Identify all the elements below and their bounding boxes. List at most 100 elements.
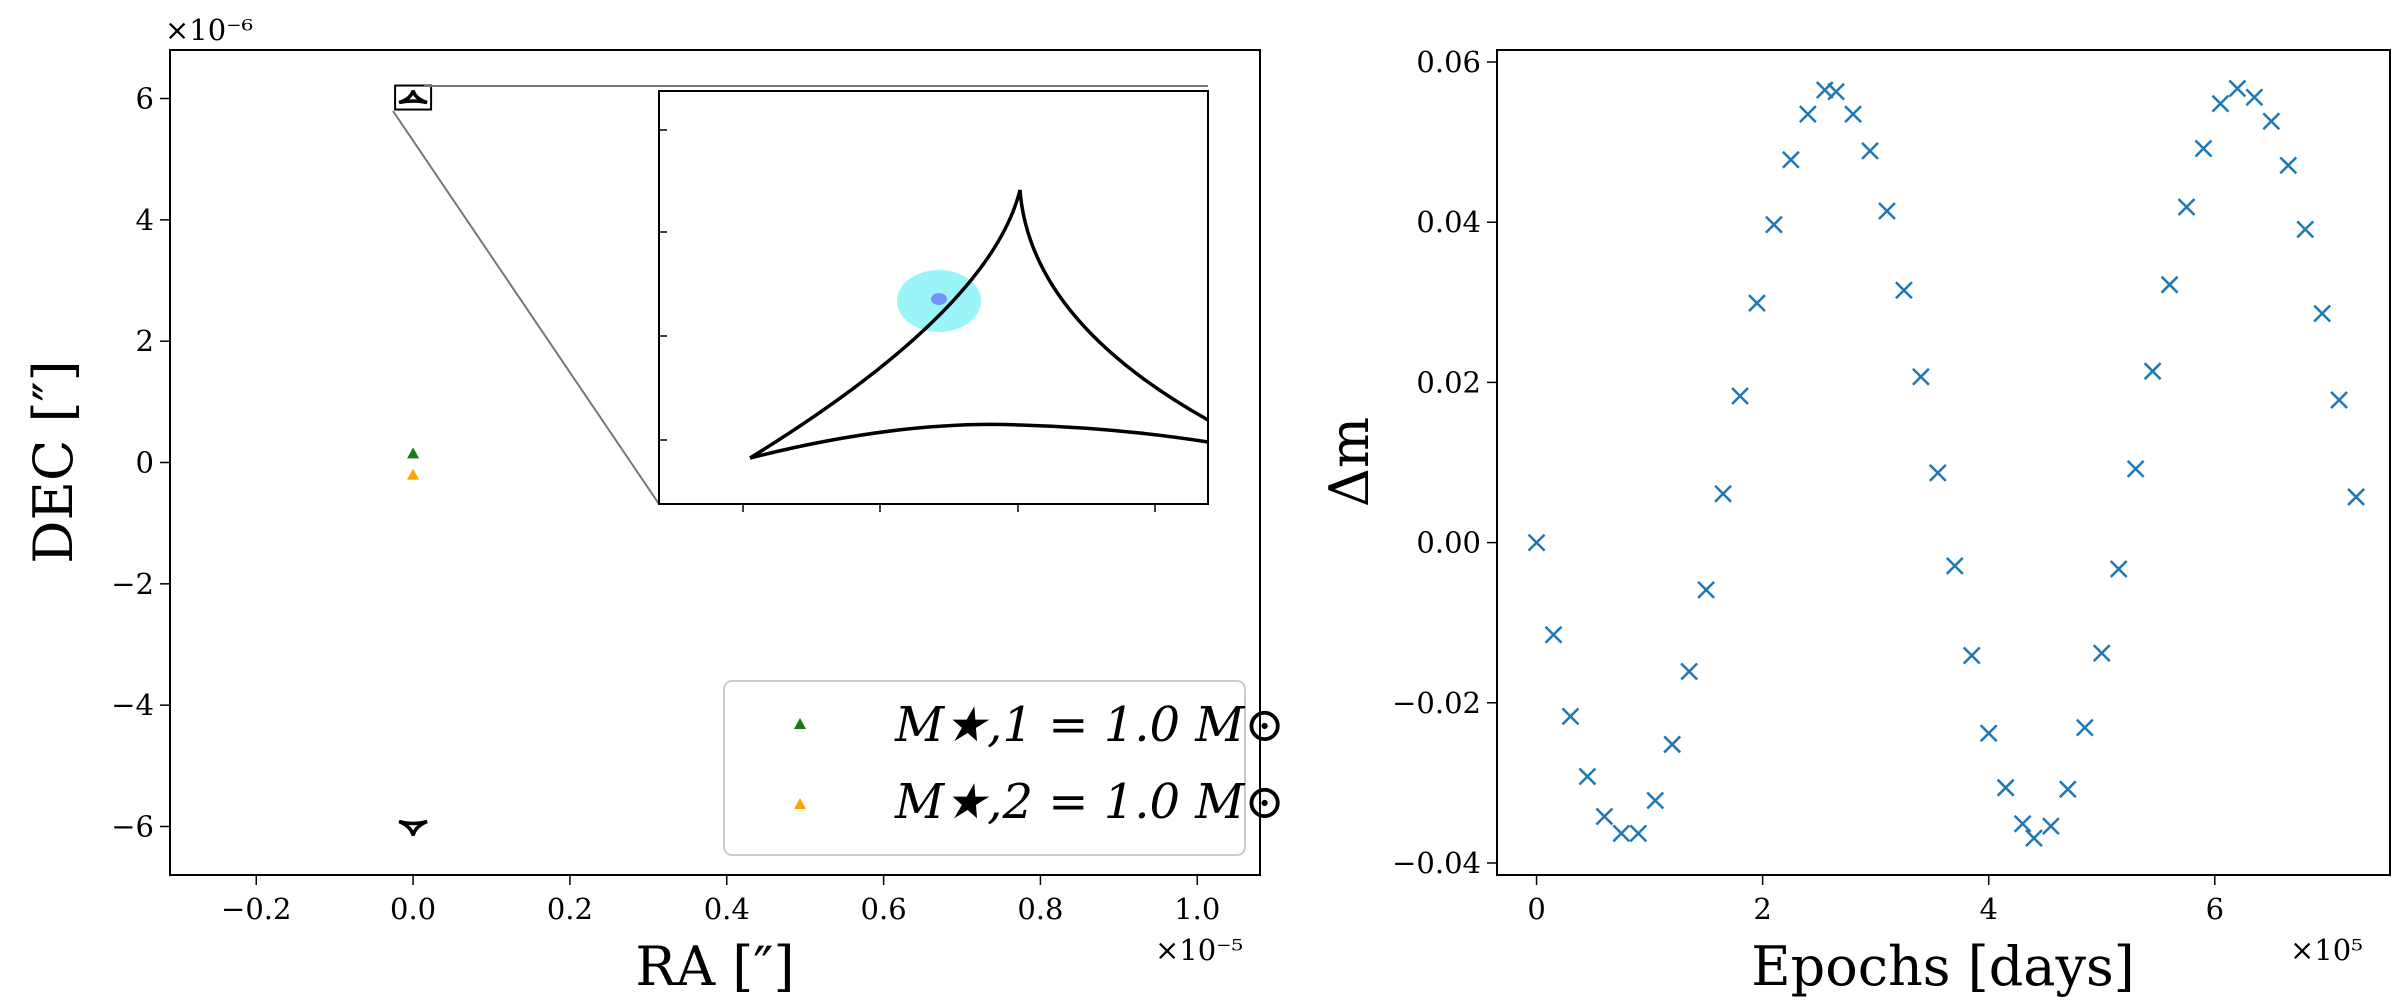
right-y-tick-label: 0.04 [1416,205,1481,239]
data-point-x-marker [1996,778,2015,797]
data-point-x-marker [2126,460,2145,478]
data-point-x-marker [2042,817,2060,836]
data-point-x-marker [1782,150,1800,169]
data-point-x-marker [2177,198,2196,216]
lower-caustic [398,819,428,836]
data-point-x-marker [2075,718,2094,737]
data-point-x-marker [1979,724,1998,743]
data-point-x-marker [1895,281,1913,300]
right-x-ticks: 0 2 4 6 [1527,875,2224,926]
data-point-x-marker [1697,580,1716,599]
left-y-tick-label: 6 [136,82,154,116]
left-x-axis-label: RA [″] [635,935,794,998]
left-x-offset-label: ×10⁻⁵ [1155,933,1243,967]
right-y-tick-label: 0.00 [1416,526,1481,560]
data-point-x-marker [2143,362,2162,381]
data-point-x-marker [2160,275,2179,294]
data-point-x-marker [2013,814,2032,833]
data-point-x-marker [2025,829,2043,848]
left-y-tick-label: −6 [111,809,154,843]
data-point-x-marker [2245,88,2264,107]
left-y-tick-label: −4 [111,688,154,722]
data-point-x-marker [1680,662,1699,681]
data-point-x-marker [2058,780,2077,799]
data-point-x-marker [2194,139,2213,158]
left-x-tick-label: 0.2 [547,892,593,926]
left-y-ticks: −6 −4 −2 0 2 4 6 [111,82,170,843]
data-point-x-marker [1561,707,1580,726]
legend-label-star1: M★,1 = 1.0 M⊙ [894,697,1285,753]
data-point-x-marker [1798,105,1817,123]
data-point-x-marker [1578,767,1597,786]
data-point-x-marker [1861,142,1879,160]
data-point-x-marker [1731,387,1749,405]
data-point-x-marker [2262,112,2281,131]
right-x-tick-label: 2 [1753,892,1771,926]
left-x-tick-label: 0.0 [390,892,436,926]
right-y-axis-label: Δm [1318,417,1381,507]
data-point-x-marker [2228,79,2247,98]
left-y-tick-label: 0 [136,446,154,480]
data-point-x-marker [1912,367,1930,386]
data-point-x-marker [2109,560,2128,578]
left-x-tick-label: 0.8 [1017,892,1063,926]
right-y-tick-label: 0.06 [1416,45,1481,79]
right-plot-frame [1496,49,2391,876]
right-plot-marks [1527,79,2365,848]
right-panel: 0 2 4 6 −0.04 −0.02 0.00 0.02 0.04 0.06 ×10⁵ Epo… [1318,45,2391,998]
data-point-x-marker [2279,156,2298,175]
data-point-x-marker [1714,484,1732,503]
left-x-tick-label: 1.0 [1174,892,1220,926]
zoom-region-box [394,84,433,111]
data-point-x-marker [2330,391,2349,409]
left-x-tick-label: 0.4 [704,892,750,926]
right-x-tick-label: 4 [1979,892,1997,926]
upper-caustic [398,89,428,105]
left-plot-marks [394,84,433,836]
data-point-x-marker [1527,533,1546,552]
legend: M★,1 = 1.0 M⊙ M★,2 = 1.0 M⊙ [723,680,1285,856]
data-point-x-marker [1765,215,1783,234]
right-x-axis-label: Epochs [days] [1751,935,2135,998]
inset-connector-lower [392,110,660,505]
data-point-x-marker [1629,824,1648,843]
left-y-offset-label: ×10⁻⁶ [165,13,253,47]
right-x-tick-label: 0 [1527,892,1545,926]
right-x-offset-label: ×10⁵ [2290,933,2363,967]
left-x-tick-label: −0.2 [221,892,291,926]
legend-frame [723,680,1246,856]
data-point-x-marker [1663,735,1682,754]
data-point-x-marker [1844,105,1862,123]
right-x-tick-label: 6 [2206,892,2224,926]
inset-caustic-curve [749,189,1209,460]
left-y-axis-label: DEC [″] [22,360,85,564]
legend-label-star2: M★,2 = 1.0 M⊙ [894,774,1285,830]
left-y-tick-label: −2 [111,567,154,601]
data-point-x-marker [1612,824,1631,843]
inset-zoom [392,85,1209,512]
right-y-tick-label: 0.02 [1416,365,1481,399]
data-point-x-marker [2092,644,2111,663]
star-2-marker [407,468,420,480]
data-point-x-marker [2347,488,2365,506]
right-y-ticks: −0.04 −0.02 0.00 0.02 0.04 0.06 [1392,45,1497,880]
star-1-marker [407,447,420,459]
inset-source-core [931,293,947,305]
inset-ticks [659,129,1156,512]
data-point-x-marker [2211,94,2230,113]
data-point-x-marker [1945,556,1964,575]
right-y-tick-label: −0.04 [1392,846,1481,880]
data-point-x-marker [2313,304,2332,323]
legend-marker-star2 [794,798,806,809]
data-point-x-marker [1928,464,1947,482]
left-x-ticks: −0.2 0.0 0.2 0.4 0.6 0.8 1.0 [221,875,1220,926]
data-point-x-marker [1748,294,1766,312]
data-point-x-marker [1595,807,1614,826]
data-point-x-marker [1544,625,1563,644]
right-y-tick-label: −0.02 [1392,686,1481,720]
data-point-x-marker [1878,202,1896,220]
data-point-x-marker [2296,220,2315,239]
data-point-x-marker [1827,82,1845,101]
